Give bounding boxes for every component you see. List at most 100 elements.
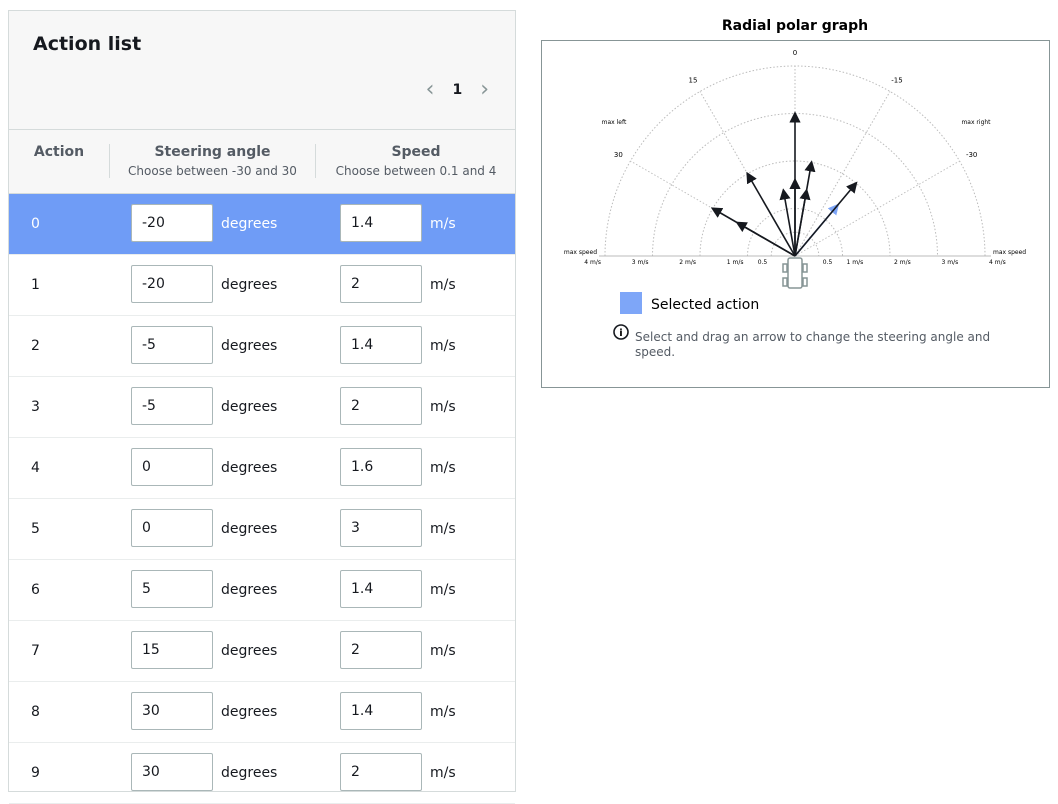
speed-unit: m/s [430, 643, 456, 659]
angle-spoke [794, 160, 960, 257]
action-list-panel: Action list ‹ 1 › Action Steering angle C… [8, 10, 516, 804]
angle-input[interactable]: 5 [131, 570, 213, 608]
info-text: Select and drag an arrow to change the s… [635, 330, 990, 359]
angle-spoke [794, 91, 891, 257]
column-header: Steering angle Choose between -30 and 30 [109, 144, 315, 178]
radius-tick-label: 4 m/s [584, 259, 601, 266]
action-id: 8 [31, 704, 40, 720]
speed-input[interactable]: 2 [340, 631, 422, 669]
speed-input[interactable]: 2 [340, 387, 422, 425]
speed-input[interactable]: 1.6 [340, 448, 422, 486]
radius-tick-label: 4 m/s [989, 259, 1006, 266]
angle-input[interactable]: -5 [131, 326, 213, 364]
radius-arc [652, 113, 938, 257]
panel-header: Action list ‹ 1 › [9, 11, 515, 130]
action-id: 1 [31, 277, 40, 293]
radius-tick-label: 0.5 [823, 259, 833, 266]
column-hint: Choose between -30 and 30 [128, 164, 297, 178]
speed-input[interactable]: 2 [340, 753, 422, 791]
angle-unit: degrees [221, 643, 278, 659]
action-id: 9 [31, 765, 40, 781]
column-label: Speed [391, 144, 441, 160]
action-row[interactable]: 1 -20 degrees 2 m/s [9, 255, 515, 316]
speed-unit: m/s [430, 460, 456, 476]
column-header: Speed Choose between 0.1 and 4 [315, 144, 516, 178]
angle-unit: degrees [221, 460, 278, 476]
action-row[interactable]: 6 5 degrees 1.4 m/s [9, 560, 515, 621]
angle-unit: degrees [221, 521, 278, 537]
column-hint: Choose between 0.1 and 4 [335, 164, 497, 178]
speed-unit: m/s [430, 277, 456, 293]
action-row[interactable]: 7 15 degrees 2 m/s [9, 621, 515, 682]
angle-unit: degrees [221, 399, 278, 415]
speed-input[interactable]: 3 [340, 509, 422, 547]
speed-unit: m/s [430, 765, 456, 781]
page-number[interactable]: 1 [452, 81, 463, 98]
speed-unit: m/s [430, 521, 456, 537]
action-id: 2 [31, 338, 40, 354]
radius-arc [770, 231, 820, 257]
action-arrow[interactable] [794, 160, 816, 257]
speed-input[interactable]: 1.4 [340, 570, 422, 608]
action-row[interactable]: 5 0 degrees 3 m/s [9, 499, 515, 560]
action-id: 3 [31, 399, 40, 415]
legend-swatch [620, 292, 642, 314]
speed-input[interactable]: 1.4 [340, 692, 422, 730]
max-right-label: max right [961, 119, 991, 126]
speed-unit: m/s [430, 704, 456, 720]
max-speed-label: max speed [993, 249, 1026, 256]
action-row[interactable]: 3 -5 degrees 2 m/s [9, 377, 515, 438]
radius-tick-label: 1 m/s [847, 259, 864, 266]
speed-unit: m/s [430, 216, 456, 232]
speed-unit: m/s [430, 582, 456, 598]
angle-input[interactable]: 30 [131, 753, 213, 791]
angle-unit: degrees [221, 338, 278, 354]
action-arrow[interactable] [794, 181, 858, 257]
max-speed-label: max speed [564, 249, 597, 256]
angle-input[interactable]: 0 [131, 509, 213, 547]
angle-input[interactable]: 0 [131, 448, 213, 486]
angle-input[interactable]: -20 [131, 204, 213, 242]
action-row[interactable]: 8 30 degrees 1.4 m/s [9, 682, 515, 743]
car-icon [782, 257, 808, 289]
column-label: Action [33, 144, 85, 160]
legend-label: Selected action [651, 297, 759, 313]
action-id: 5 [31, 521, 40, 537]
angle-input[interactable]: -5 [131, 387, 213, 425]
angle-tick-label: -15 [891, 76, 902, 84]
radius-tick-label: 2 m/s [679, 259, 696, 266]
action-row[interactable]: 2 -5 degrees 1.4 m/s [9, 316, 515, 377]
action-arrow[interactable] [746, 171, 796, 257]
column-headers: Action Steering angle Choose between -30 … [9, 130, 515, 194]
action-row[interactable]: 0 -20 degrees 1.4 m/s [9, 194, 515, 255]
speed-unit: m/s [430, 338, 456, 354]
speed-input[interactable]: 1.4 [340, 326, 422, 364]
angle-unit: degrees [221, 582, 278, 598]
polar-graph: Radial polar graph i 0.5 0.5 1 m/s 1 m/s 2 m… [541, 18, 1050, 388]
angle-unit: degrees [221, 216, 278, 232]
action-id: 6 [31, 582, 40, 598]
action-row[interactable]: 4 0 degrees 1.6 m/s [9, 438, 515, 499]
panel-title: Action list [33, 33, 142, 55]
radius-tick-label: 1 m/s [727, 259, 744, 266]
angle-input[interactable]: 15 [131, 631, 213, 669]
action-row[interactable]: 9 30 degrees 2 m/s [9, 743, 515, 804]
angle-tick-label: 0 [793, 49, 797, 57]
angle-input[interactable]: 30 [131, 692, 213, 730]
angle-input[interactable]: -20 [131, 265, 213, 303]
action-id: 7 [31, 643, 40, 659]
next-page[interactable]: › [480, 77, 489, 102]
radius-tick-label: 2 m/s [894, 259, 911, 266]
action-arrow[interactable] [779, 188, 796, 257]
speed-unit: m/s [430, 399, 456, 415]
angle-unit: degrees [221, 704, 278, 720]
action-id: 4 [31, 460, 40, 476]
action-arrow[interactable] [710, 207, 796, 257]
graph-title: Radial polar graph [722, 18, 868, 34]
speed-input[interactable]: 1.4 [340, 204, 422, 242]
angle-tick-label: -30 [966, 151, 977, 159]
max-left-label: max left [602, 119, 627, 126]
speed-input[interactable]: 2 [340, 265, 422, 303]
prev-page[interactable]: ‹ [425, 77, 435, 102]
